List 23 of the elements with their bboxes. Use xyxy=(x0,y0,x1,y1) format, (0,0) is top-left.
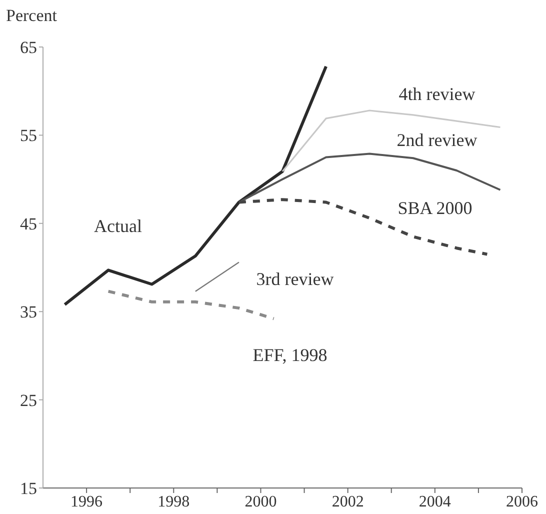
line-series xyxy=(282,110,502,172)
series-label: SBA 2000 xyxy=(398,198,472,218)
line-series xyxy=(106,290,276,320)
x-tick-label: 2006 xyxy=(506,493,538,510)
text: Actual xyxy=(94,216,142,236)
x-tick-label: 1998 xyxy=(158,493,190,510)
x-tick-label: 2004 xyxy=(418,493,451,510)
y-tick-label: 65 xyxy=(20,38,37,58)
series-label: 2nd review xyxy=(396,130,478,150)
series-label: 3rd review xyxy=(256,269,334,289)
line-series xyxy=(237,198,489,256)
y-axis-title: Percent xyxy=(6,6,57,26)
x-tick-label: 1996 xyxy=(70,493,103,510)
series-label: EFF, 1998 xyxy=(252,345,328,365)
series-label: 4th review xyxy=(398,84,476,104)
x-tick-label: 2002 xyxy=(332,493,364,510)
y-tick-label: 15 xyxy=(20,479,37,498)
x-tick-label: 2000 xyxy=(244,493,277,510)
y-tick-label: 55 xyxy=(20,126,37,146)
y-tick-label: 35 xyxy=(20,302,37,322)
y-tick-label: 45 xyxy=(20,214,37,234)
y-tick-label: 25 xyxy=(20,390,37,410)
line-series xyxy=(238,152,502,204)
